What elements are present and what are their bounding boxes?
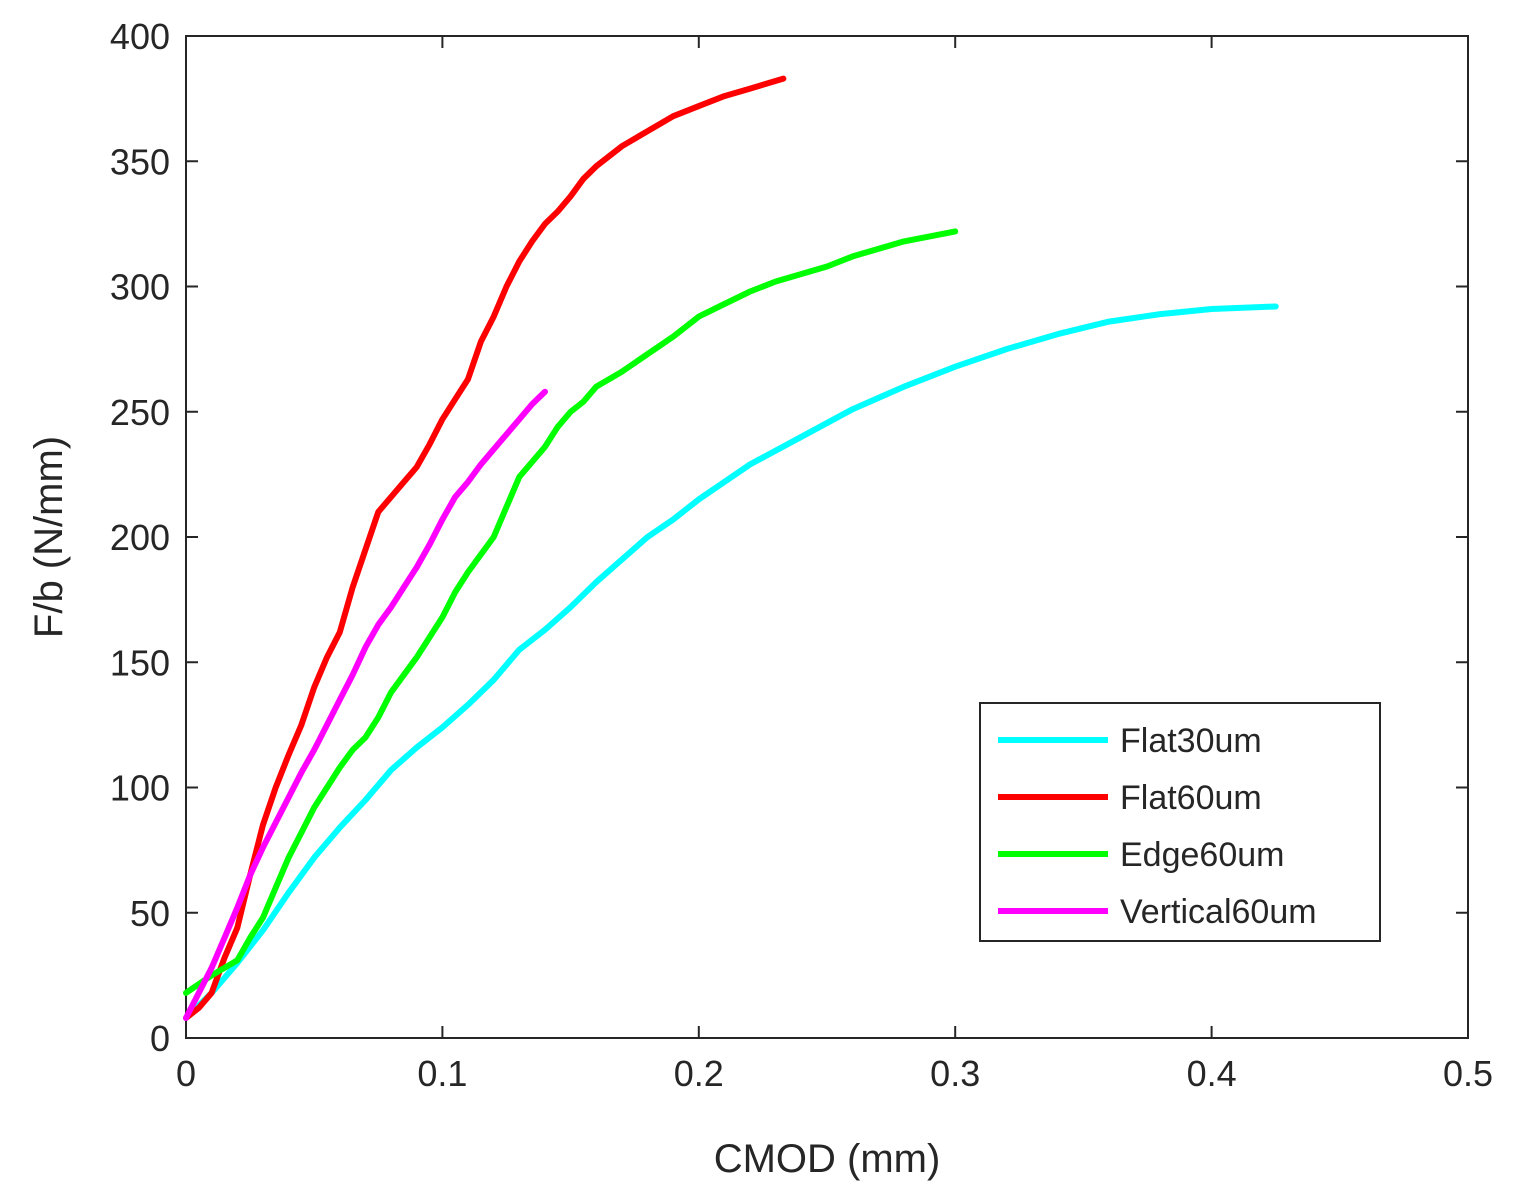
y-tick-label: 50: [130, 893, 170, 934]
y-tick-label: 300: [110, 267, 170, 308]
y-tick-label: 100: [110, 768, 170, 809]
x-tick-label: 0.3: [930, 1053, 980, 1094]
legend-label: Flat60um: [1120, 779, 1262, 817]
x-tick-label: 0.2: [674, 1053, 724, 1094]
series-line-flat60um: [183, 75, 787, 1021]
y-axis-title: F/b (N/mm): [27, 436, 71, 638]
y-tick-label: 200: [110, 517, 170, 558]
y-axis-ticks: 0 50 100 150 200 250 300 350 400: [110, 16, 1468, 1059]
series-line-vertical60um: [183, 388, 548, 1021]
legend-label: Flat30um: [1120, 722, 1262, 760]
x-tick-label: 0: [176, 1053, 196, 1094]
legend-items: Flat30um Flat60um Edge60um Vertical60um: [998, 722, 1317, 931]
series-line-flat30um: [183, 303, 1279, 1021]
legend-label: Vertical60um: [1120, 893, 1317, 931]
x-tick-label: 0.4: [1187, 1053, 1237, 1094]
series-line-edge60um: [183, 228, 959, 996]
x-axis-title: CMOD (mm): [714, 1137, 941, 1181]
y-tick-label: 0: [150, 1018, 170, 1059]
series-lines: [183, 75, 1279, 1021]
y-tick-label: 400: [110, 16, 170, 57]
y-tick-label: 250: [110, 392, 170, 433]
legend: Flat30um Flat60um Edge60um Vertical60um: [979, 702, 1381, 942]
y-tick-label: 150: [110, 642, 170, 683]
y-tick-label: 350: [110, 141, 170, 182]
x-tick-label: 0.5: [1443, 1053, 1493, 1094]
x-tick-label: 0.1: [417, 1053, 467, 1094]
x-axis-ticks: 0 0.1 0.2 0.3 0.4 0.5: [176, 36, 1493, 1094]
legend-label: Edge60um: [1120, 836, 1284, 874]
